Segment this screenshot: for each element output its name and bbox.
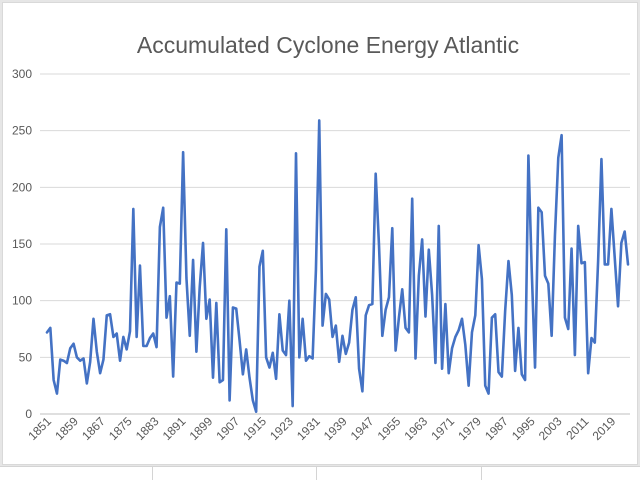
x-tick-label: 1947 [348,414,377,443]
x-tick-label: 1971 [428,414,457,443]
x-tick-label: 1931 [294,414,323,443]
x-tick-label: 1955 [375,414,404,443]
x-tick-label: 1867 [79,414,108,443]
y-tick-label: 50 [19,350,33,364]
x-tick-label: 1963 [401,414,430,443]
x-tick-label: 1875 [106,414,135,443]
x-tick-label: 1915 [240,414,269,443]
x-tick-label: 1923 [267,414,296,443]
y-tick-label: 300 [12,67,32,81]
spreadsheet-cell-divider [481,466,482,480]
y-tick-label: 100 [12,294,32,308]
x-tick-label: 1891 [160,414,189,443]
y-tick-label: 200 [12,180,32,194]
x-tick-label: 1899 [187,414,216,443]
x-tick-label: 2019 [590,414,619,443]
x-tick-label: 1939 [321,414,350,443]
x-tick-label: 1907 [213,414,242,443]
chart-title: Accumulated Cyclone Energy Atlantic [137,32,519,58]
y-tick-label: 0 [25,407,32,421]
x-tick-label: 1987 [482,414,511,443]
spreadsheet-cell-divider [152,466,153,480]
y-tick-label: 150 [12,237,32,251]
x-tick-label: 2011 [563,414,591,442]
x-tick-label: 1995 [509,414,538,443]
x-tick-label: 1859 [52,414,81,443]
x-tick-label: 2003 [536,414,565,443]
y-tick-label: 250 [12,124,32,138]
x-tick-label: 1979 [455,414,484,443]
spreadsheet-row-strip [0,466,640,481]
series-line-0 [45,119,630,414]
x-tick-label: 1883 [133,414,162,443]
spreadsheet-cell-divider [316,466,317,480]
